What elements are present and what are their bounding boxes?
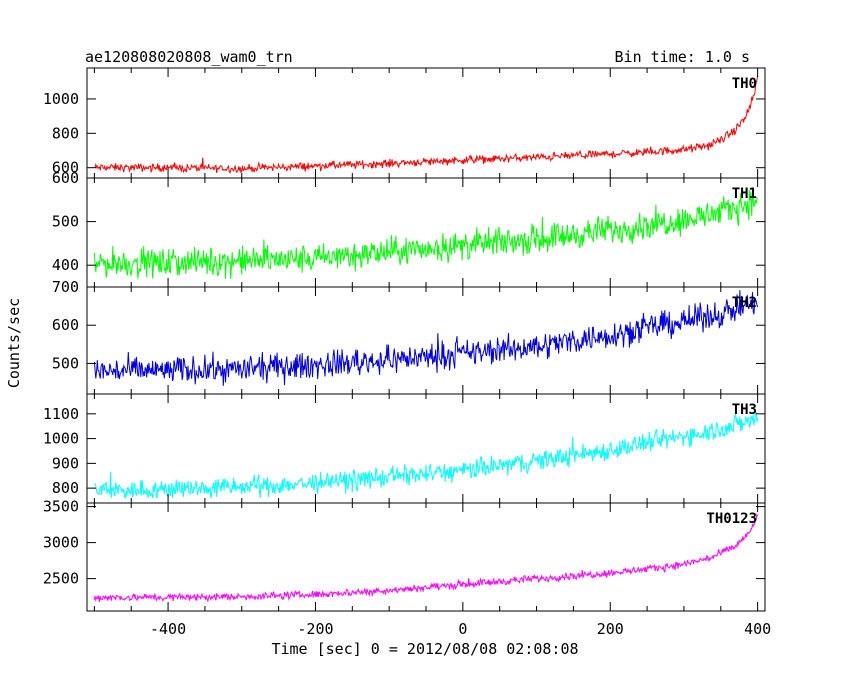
x-tick-label: -400 <box>150 620 186 638</box>
y-tick-label: 1100 <box>43 405 79 423</box>
bin-time-label: Bin time: 1.0 s <box>615 48 750 66</box>
y-tick-label: 2500 <box>43 570 79 588</box>
x-tick-label: 400 <box>744 620 771 638</box>
x-tick-label: 0 <box>458 620 467 638</box>
y-tick-label: 3000 <box>43 534 79 552</box>
panel-frame <box>86 502 766 612</box>
x-axis: -400 -200 0 200 400 <box>150 620 771 638</box>
series-label-th0123: TH0123 <box>706 511 757 527</box>
panel-th3: 800 900 1000 1100 TH3 <box>43 393 766 504</box>
series-label-th1: TH1 <box>732 186 757 202</box>
y-tick-label: 900 <box>52 454 79 472</box>
panel-th1: 400 500 600 TH1 <box>52 169 766 288</box>
series-line-th1 <box>93 189 758 279</box>
x-tick-label: 200 <box>597 620 624 638</box>
y-tick-label: 600 <box>52 316 79 334</box>
y-tick-label: 1000 <box>43 90 79 108</box>
y-tick-label: 800 <box>52 479 79 497</box>
y-tick-label: 3500 <box>43 498 79 516</box>
panel-th0123: 2500 3000 3500 TH0123 <box>43 498 766 612</box>
chart-title: ae120808020808_wam0_trn <box>85 48 293 66</box>
series-label-th0: TH0 <box>732 76 757 92</box>
panel-frame <box>86 177 766 288</box>
x-axis-label: Time [sec] 0 = 2012/08/08 02:08:08 <box>271 640 578 658</box>
panel-th0: 600 800 1000 TH0 <box>43 67 766 179</box>
y-tick-label: 500 <box>52 354 79 372</box>
y-tick-label: 600 <box>52 159 79 177</box>
y-tick-label: 500 <box>52 213 79 231</box>
y-tick-label: 400 <box>52 256 79 274</box>
y-tick-label: 600 <box>52 169 79 187</box>
panels: 600 800 1000 TH0 400 500 600 TH1 500 600 700 TH2 800… <box>43 67 771 638</box>
x-tick-label: -200 <box>297 620 333 638</box>
y-tick-label: 800 <box>52 124 79 142</box>
y-tick-label: 700 <box>52 278 79 296</box>
series-line-th2 <box>93 290 759 386</box>
panel-th2: 500 600 700 TH2 <box>52 278 766 395</box>
series-label-th2: TH2 <box>732 295 757 311</box>
series-label-th3: TH3 <box>732 402 757 418</box>
y-tick-label: 1000 <box>43 430 79 448</box>
series-line-th3 <box>94 411 759 500</box>
series-line-th0123 <box>93 512 759 603</box>
series-line-th0 <box>94 76 759 174</box>
y-axis-label: Counts/sec <box>5 298 23 388</box>
